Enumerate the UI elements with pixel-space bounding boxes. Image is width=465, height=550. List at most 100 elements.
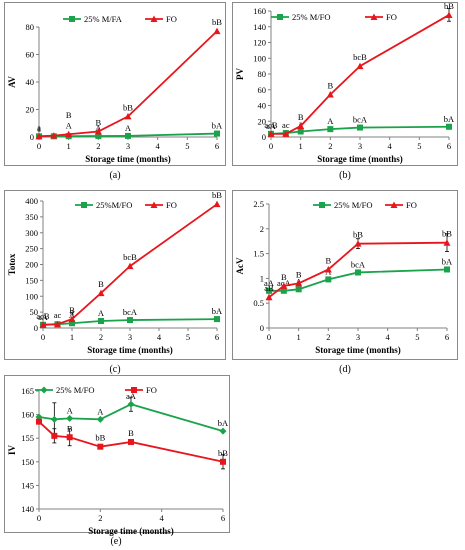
legend-swatch-marker — [150, 15, 158, 22]
significance-label: bB — [212, 190, 222, 200]
data-point-fo — [220, 458, 226, 465]
x-tick-label: 4 — [160, 513, 165, 523]
x-tick-label: 3 — [126, 141, 130, 151]
significance-label: B — [296, 269, 302, 279]
data-point-fo — [443, 239, 451, 246]
data-point-mfo — [444, 266, 450, 273]
significance-label: bcA — [353, 115, 368, 125]
significance-label: A — [97, 406, 104, 416]
significance-label: B — [69, 305, 75, 315]
x-tick-label: 2 — [326, 332, 330, 342]
legend-swatch-marker — [277, 14, 283, 20]
legend-label: 25% M/FO — [334, 200, 373, 210]
data-point-mfo — [95, 133, 102, 140]
significance-label: bcB — [123, 252, 137, 262]
y-tick-label: 40 — [26, 77, 35, 87]
significance-label: bB — [212, 17, 222, 27]
x-tick-label: 1 — [299, 141, 303, 151]
data-point-fo — [265, 293, 273, 301]
data-point-fo — [267, 130, 275, 137]
significance-label: B — [95, 118, 101, 128]
legend-swatch-marker — [390, 201, 398, 208]
data-point-fo — [97, 443, 104, 450]
x-tick-label: 6 — [447, 141, 451, 151]
significance-label: bA — [218, 418, 229, 428]
x-tick-label: 3 — [356, 332, 360, 342]
x-tick-label: 0 — [267, 332, 271, 342]
y-axis-title: IV — [7, 445, 17, 456]
data-point-fo — [68, 315, 76, 323]
significance-label: A — [95, 123, 102, 133]
y-tick-label: 0 — [30, 132, 34, 142]
data-point-fo — [356, 62, 364, 70]
significance-label: bB — [123, 102, 133, 112]
series-line-fo — [42, 203, 218, 326]
significance-label: acB — [36, 311, 50, 321]
y-tick-label: 0.5 — [253, 298, 264, 308]
x-tick-label: 6 — [215, 141, 219, 151]
x-tick-label: 2 — [99, 332, 103, 342]
significance-label: bA — [212, 121, 223, 131]
significance-label: B — [327, 80, 333, 90]
x-tick-label: 2 — [96, 141, 100, 151]
x-tick-label: 0 — [41, 332, 45, 342]
y-axis-title: Totox — [7, 253, 17, 275]
legend-label: FO — [166, 14, 177, 24]
legend-swatch-marker — [81, 202, 87, 208]
x-axis-title: Storage time (months) — [87, 345, 172, 355]
y-tick-label: 50 — [30, 307, 39, 317]
y-tick-label: 160 — [253, 6, 266, 16]
data-point-fo — [326, 90, 334, 98]
x-tick-label: 3 — [358, 141, 362, 151]
data-point-fo — [354, 240, 362, 247]
y-tick-label: 400 — [25, 196, 38, 206]
significance-label: bcB — [353, 52, 367, 62]
x-axis-title: Storage time (months) — [315, 345, 400, 355]
y-tick-label: 100 — [253, 53, 266, 63]
y-tick-label: 40 — [258, 101, 267, 111]
legend-swatch-marker — [150, 201, 158, 208]
x-tick-label: 5 — [186, 332, 190, 342]
significance-label: B — [281, 272, 287, 282]
data-point-mfo — [325, 276, 332, 283]
data-point-mfo — [327, 126, 334, 133]
chart-d: 0 0.5 1 1.5 2 2.5 0 1 2 3 4 5 6 Storage time (months)… — [235, 199, 453, 355]
y-tick-label: 0 — [262, 132, 266, 142]
x-axis-title: Storage time (months) — [317, 154, 402, 164]
significance-label: B — [67, 423, 73, 433]
significance-label: ac — [282, 120, 290, 130]
y-axis-title: PV — [235, 68, 245, 80]
data-point-fo — [213, 200, 221, 208]
significance-label: bB — [218, 448, 228, 458]
data-point-mfo — [125, 132, 131, 139]
significance-label: a — [70, 307, 74, 317]
data-point-mfo — [280, 287, 287, 294]
legend-label: FO — [146, 385, 157, 395]
significance-label: bB — [95, 433, 105, 443]
significance-label: A — [98, 308, 105, 318]
legend-label: 25%M/FO — [96, 200, 132, 210]
significance-label: a — [37, 122, 41, 132]
chart-panel-a: 0 20 40 60 80 0 1 2 3 4 5 6 Storage time (months) AV a… — [4, 2, 226, 166]
significance-label: B — [98, 279, 104, 289]
x-tick-label: 0 — [37, 141, 41, 151]
significance-label: bB — [442, 229, 452, 239]
data-point-fo — [39, 321, 47, 328]
y-tick-label: 100 — [25, 291, 38, 301]
x-tick-label: 1 — [67, 141, 71, 151]
significance-label: aB — [264, 283, 274, 293]
significance-label: A — [327, 116, 334, 126]
y-tick-label: 0 — [34, 323, 38, 333]
significance-label: a — [37, 123, 41, 133]
y-tick-label: 300 — [25, 228, 38, 238]
significance-label: B — [128, 428, 134, 438]
significance-label: bB — [444, 1, 454, 11]
series-line-fo — [38, 30, 218, 138]
significance-label: aA — [264, 278, 275, 288]
x-tick-label: 5 — [417, 141, 421, 151]
x-tick-label: 3 — [128, 332, 132, 342]
data-point-mfo — [355, 269, 361, 276]
y-tick-label: 250 — [25, 244, 38, 254]
data-point-fo — [324, 265, 332, 273]
legend-swatch-marker — [69, 16, 75, 22]
